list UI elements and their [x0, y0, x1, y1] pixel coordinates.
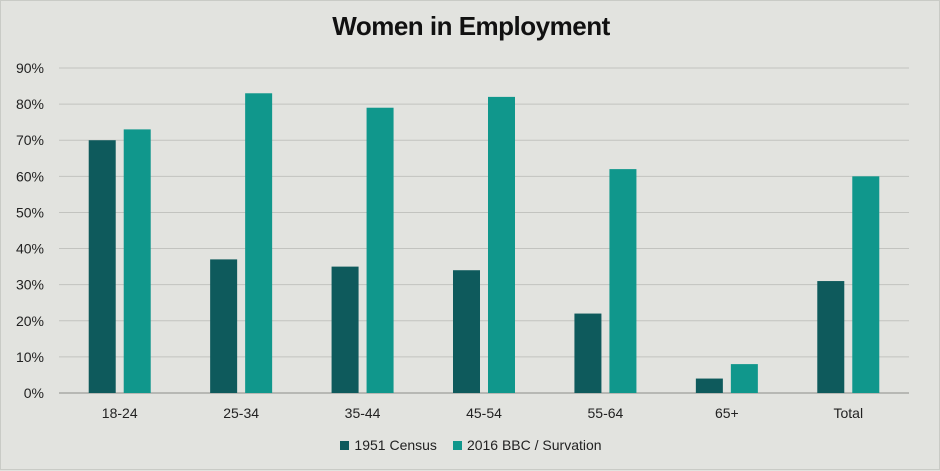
legend-swatch-2016-bbc-survation [452, 440, 462, 450]
bar-1951-census-25-34 [210, 259, 238, 393]
bar-1951-census-55-64 [574, 313, 602, 393]
chart-title: Women in Employment [332, 11, 610, 41]
x-tick-label: 18-24 [102, 405, 138, 421]
bar-2016-bbc-survation-55-64 [609, 169, 637, 393]
y-tick-label: 40% [16, 241, 44, 257]
x-tick-label: 35-44 [345, 405, 381, 421]
x-tick-label: 55-64 [588, 405, 624, 421]
bar-1951-census-18-24 [88, 140, 116, 393]
bar-2016-bbc-survation-45-54 [488, 96, 515, 393]
x-tick-label: 65+ [715, 405, 739, 421]
x-tick-label: Total [833, 405, 863, 421]
legend-item-1951-census: 1951 Census [340, 437, 437, 453]
y-tick-label: 80% [16, 96, 44, 112]
bar-2016-bbc-survation-35-44 [366, 107, 394, 393]
y-tick-label: 0% [24, 385, 44, 401]
bar-1951-census-65- [695, 378, 723, 393]
bar-2016-bbc-survation-18-24 [123, 129, 151, 393]
legend-label-2016-bbc-survation: 2016 BBC / Survation [466, 437, 602, 453]
x-tick-label: 45-54 [466, 405, 502, 421]
bar-2016-bbc-survation-25-34 [245, 93, 273, 394]
y-tick-label: 30% [16, 277, 44, 293]
y-tick-label: 60% [16, 168, 44, 184]
bar-2016-bbc-survation-65- [730, 364, 758, 393]
y-tick-label: 70% [16, 132, 44, 148]
y-tick-label: 50% [16, 204, 44, 220]
y-tick-label: 20% [16, 313, 44, 329]
y-tick-label: 90% [16, 60, 44, 76]
chart-legend: 1951 Census 2016 BBC / Survation [1, 437, 940, 453]
bar-1951-census-total [817, 281, 845, 393]
bar-1951-census-35-44 [331, 266, 359, 393]
legend-item-2016-bbc-survation: 2016 BBC / Survation [452, 437, 602, 453]
x-tick-label: 25-34 [223, 405, 259, 421]
legend-swatch-1951-census [340, 440, 350, 450]
bar-1951-census-45-54 [453, 270, 480, 393]
bar-2016-bbc-survation-total [852, 176, 880, 393]
y-tick-label: 10% [16, 349, 44, 365]
legend-label-1951-census: 1951 Census [354, 437, 437, 453]
